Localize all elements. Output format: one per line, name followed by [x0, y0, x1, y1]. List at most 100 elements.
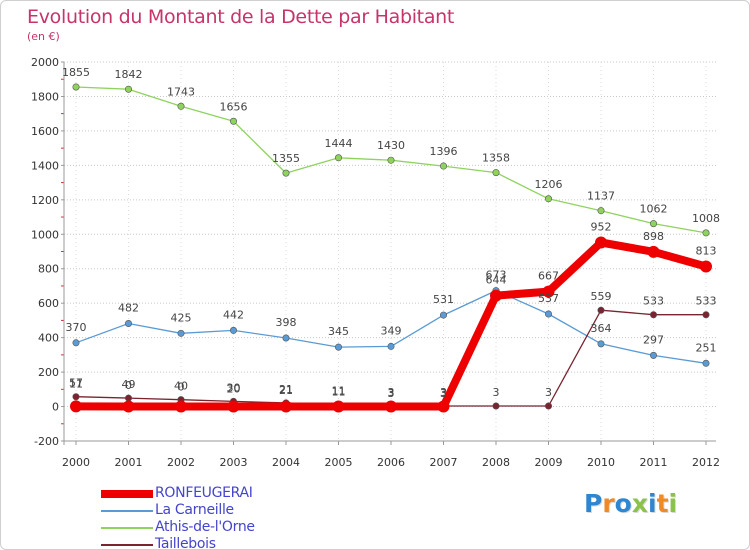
data-label: 644: [486, 274, 507, 287]
data-point: [230, 117, 238, 125]
data-point: [230, 326, 238, 334]
data-point: [72, 83, 80, 91]
data-label: 425: [171, 311, 192, 324]
data-point: [387, 156, 395, 164]
data-point: [439, 311, 447, 319]
y-tick-label: 1200: [31, 194, 59, 207]
data-point: [177, 329, 185, 337]
y-tick-label: 1000: [31, 228, 59, 241]
data-point: [122, 400, 135, 413]
data-label: 1842: [115, 68, 143, 81]
legend-swatch: [101, 509, 153, 512]
data-point: [125, 85, 133, 93]
logo-letter: i: [668, 489, 678, 518]
data-point: [125, 394, 133, 402]
data-point: [334, 343, 342, 351]
data-label: 345: [328, 325, 349, 338]
data-point: [649, 220, 657, 228]
data-point: [702, 359, 710, 367]
data-point: [334, 154, 342, 162]
axes: -200020040060080010001200140016001800200…: [31, 56, 720, 469]
overlay-label: 0: [178, 381, 185, 394]
data-point: [649, 311, 657, 319]
overlay-label: 21: [279, 384, 293, 397]
logo-letter: i: [648, 489, 657, 518]
legend-swatch: [101, 543, 153, 546]
x-tick-label: 2012: [692, 456, 720, 469]
legend-item: Athis-de-l'Orne: [101, 519, 255, 536]
y-tick-label: 800: [38, 263, 59, 276]
data-point: [647, 245, 660, 258]
overlay-label: 3: [388, 387, 395, 400]
x-tick-label: 2001: [115, 456, 143, 469]
data-label: 49: [122, 378, 136, 391]
data-label: 349: [381, 324, 402, 337]
data-label: 1358: [482, 152, 510, 165]
data-label: 1430: [377, 139, 405, 152]
x-tick-label: 2005: [325, 456, 353, 469]
data-point: [280, 400, 292, 413]
y-tick-label: 400: [38, 332, 59, 345]
data-label: 1444: [325, 137, 353, 150]
data-label: 398: [276, 316, 297, 329]
data-label: 370: [66, 321, 87, 334]
y-tick-label: 0: [52, 401, 59, 414]
data-point: [175, 400, 187, 413]
proxiti-logo: Proxiti: [584, 489, 677, 518]
data-label: 11: [332, 385, 346, 398]
data-label: 251: [696, 341, 717, 354]
data-label: 1855: [62, 66, 90, 79]
legend-item: Taillebois: [101, 536, 255, 550]
data-point: [544, 402, 552, 410]
series-la-carneille: [72, 287, 710, 367]
data-label: 3: [493, 386, 500, 399]
y-tick-label: 2000: [31, 56, 59, 69]
data-label: 482: [118, 302, 139, 315]
overlay-label: 11: [332, 386, 346, 399]
y-tick-label: 1800: [31, 90, 59, 103]
data-label: 537: [538, 292, 559, 305]
overlay-label: 11: [69, 378, 83, 391]
logo-letter: t: [656, 489, 669, 518]
y-tick-label: 600: [38, 297, 59, 310]
data-label: 533: [643, 295, 664, 308]
data-point: [437, 400, 450, 413]
logo-letter: x: [631, 489, 648, 518]
legend-swatch: [101, 526, 153, 529]
data-label: 898: [643, 230, 664, 243]
data-point: [544, 195, 552, 203]
data-label: 531: [433, 293, 454, 306]
data-point: [227, 400, 240, 413]
data-point: [492, 169, 500, 177]
data-label: 442: [223, 308, 244, 321]
data-label: 30: [227, 381, 241, 394]
data-label: 1743: [167, 85, 195, 98]
legend-label: Taillebois: [155, 536, 216, 550]
series-athis-de-l-orne: [72, 83, 710, 237]
data-point: [177, 102, 185, 110]
legend-item: RONFEUGERAI: [101, 485, 255, 502]
data-label: 1396: [430, 145, 458, 158]
x-tick-label: 2007: [430, 456, 458, 469]
data-label: 3: [545, 386, 552, 399]
data-label: 813: [696, 244, 717, 257]
data-label: 3: [440, 386, 447, 399]
data-point: [702, 311, 710, 319]
data-label: 1137: [587, 190, 615, 203]
logo-letter: r: [602, 489, 615, 518]
data-label: 559: [591, 290, 612, 303]
x-tick-label: 2002: [167, 456, 195, 469]
x-tick-label: 2010: [587, 456, 615, 469]
overlay-label: 3: [440, 387, 447, 400]
data-point: [702, 229, 710, 237]
legend: RONFEUGERAI La Carneille Athis-de-l'Orne Ta…: [101, 485, 255, 550]
chart-subtitle: (en €): [27, 30, 60, 43]
x-tick-label: 2004: [272, 456, 300, 469]
data-label: 673: [486, 269, 507, 282]
data-point: [490, 289, 502, 302]
data-label: 1355: [272, 152, 300, 165]
series-layer: [70, 83, 712, 413]
